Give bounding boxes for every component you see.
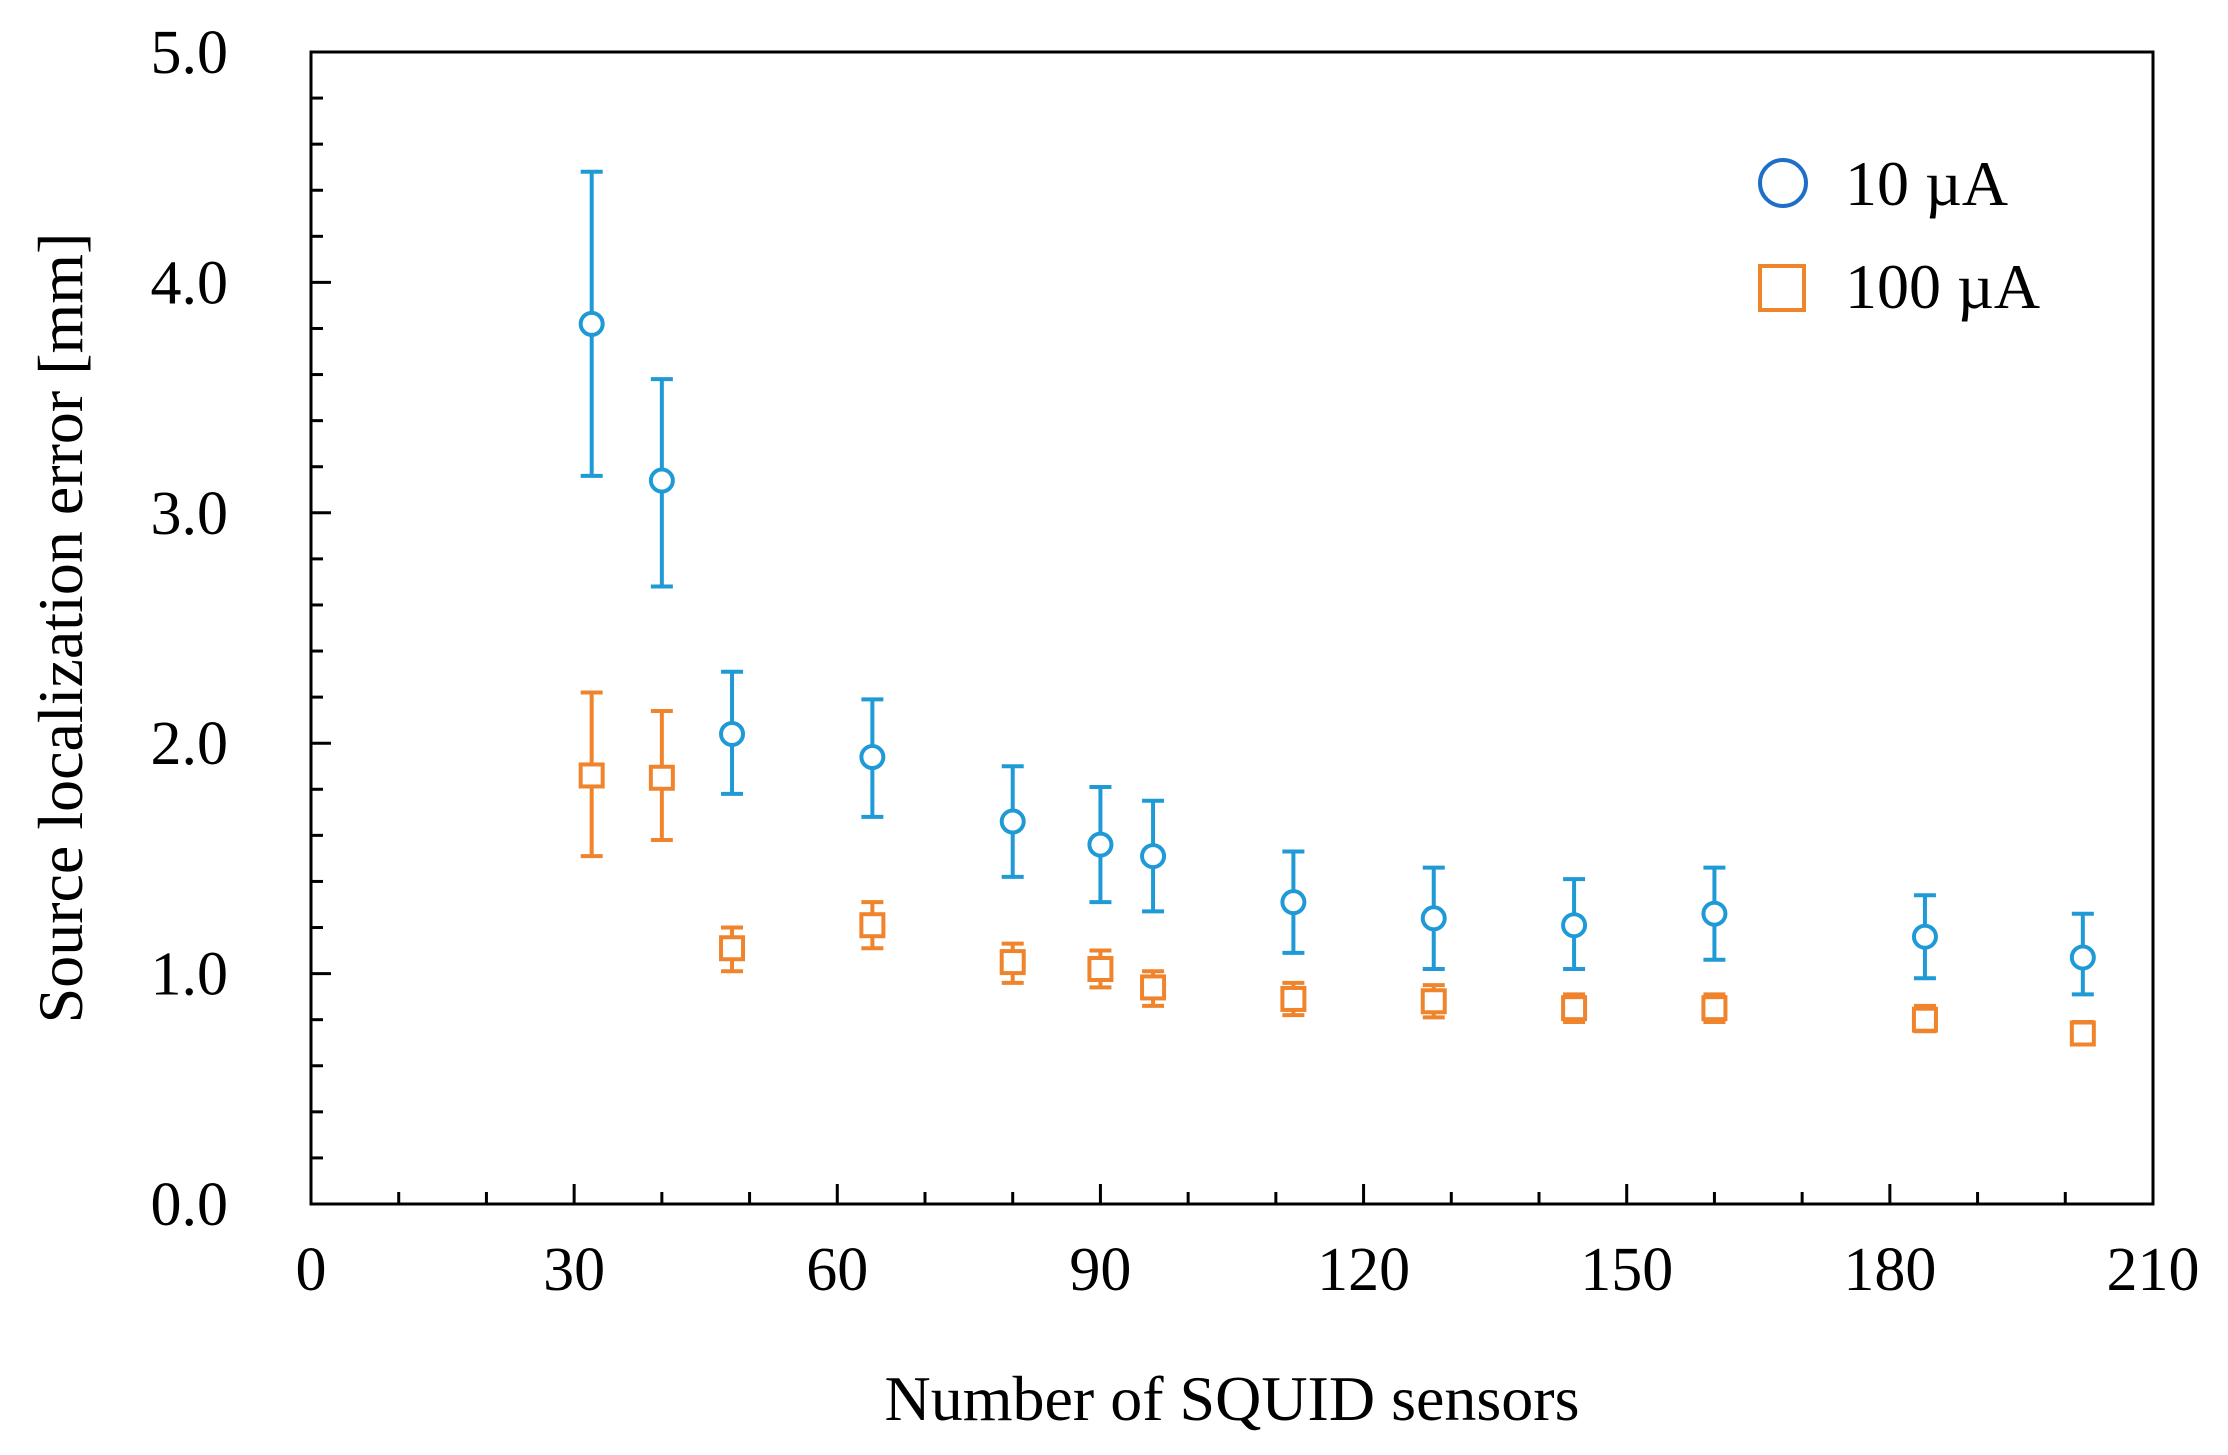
data-point-circle [2069, 944, 2096, 971]
data-point-circle [648, 467, 675, 494]
x-tick-label: 120 [1317, 1236, 1410, 1304]
legend-label-10uA: 10 µA [1845, 148, 2008, 219]
y-tick-label: 1.0 [151, 941, 229, 1009]
data-point-square [1280, 985, 1307, 1012]
y-tick-label: 5.0 [151, 19, 229, 87]
data-point-circle [578, 310, 605, 337]
data-point-square [578, 762, 605, 789]
x-tick-label: 30 [543, 1236, 605, 1304]
data-point-square [2069, 1020, 2096, 1047]
data-point-square [1561, 995, 1588, 1022]
y-tick-label: 0.0 [151, 1171, 229, 1239]
data-point-circle [1087, 831, 1114, 858]
x-tick-label: 60 [806, 1236, 868, 1304]
data-point-square [1701, 995, 1728, 1022]
data-point-square [1911, 1006, 1938, 1033]
data-point-circle [1561, 912, 1588, 939]
data-point-circle [1420, 905, 1447, 932]
data-point-circle [859, 744, 886, 771]
data-point-square [1140, 974, 1167, 1001]
x-tick-label: 150 [1580, 1236, 1673, 1304]
data-point-square [719, 935, 746, 962]
legend: 10 µA 100 µA [1758, 148, 2040, 322]
tick-labels: 0 30 60 90 120 150 180 210 0.0 1.0 2.0 3.0 4.0 5.0 [151, 19, 2200, 1304]
data-point-square [859, 912, 886, 939]
x-axis-title: Number of SQUID sensors [884, 1363, 1579, 1434]
data-point-square [1420, 988, 1447, 1015]
y-tick-label: 2.0 [151, 710, 229, 778]
y-tick-label: 4.0 [151, 249, 229, 317]
data-point-square [648, 764, 675, 791]
axis-ticks [309, 50, 2155, 1206]
plot-frame [309, 50, 2155, 1206]
data-point-square [999, 949, 1026, 976]
legend-square-marker [1758, 264, 1806, 312]
data-point-circle [999, 808, 1026, 835]
legend-label-100uA: 100 µA [1845, 251, 2040, 322]
data-point-circle [1701, 900, 1728, 927]
data-point-circle [719, 720, 746, 747]
data-point-circle [1280, 889, 1307, 916]
data-point-circle [1140, 843, 1167, 870]
x-tick-label: 90 [1069, 1236, 1131, 1304]
data-point-square [1087, 955, 1114, 982]
x-tick-label: 180 [1843, 1236, 1936, 1304]
data-markers [578, 310, 2096, 1047]
legend-circle-marker [1758, 158, 1808, 208]
x-tick-label: 0 [296, 1236, 327, 1304]
y-axis-title: Source localization error [mm] [25, 233, 96, 1024]
x-tick-label: 210 [2107, 1236, 2200, 1304]
data-point-circle [1911, 923, 1938, 950]
y-tick-label: 3.0 [151, 480, 229, 548]
